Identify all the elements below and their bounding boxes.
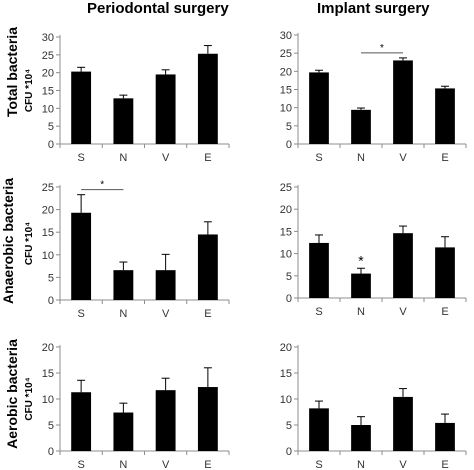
y-tick-label: 20	[280, 66, 292, 78]
bar-V	[155, 74, 176, 144]
bar-S	[71, 71, 92, 144]
x-tick-label: E	[441, 152, 448, 164]
bar-S	[71, 392, 92, 451]
y-tick-label: 20	[42, 68, 54, 80]
significance-marker: *	[358, 252, 364, 268]
y-tick-label: 5	[48, 272, 54, 284]
bar-N	[351, 273, 371, 298]
bar-E	[197, 234, 218, 300]
y-tick-label: 10	[280, 394, 292, 406]
significance-marker: *	[100, 180, 104, 191]
bar-V	[393, 60, 413, 144]
chart-panel-5: 0 5 10 15 20 CFU *10⁴ S N V E	[24, 342, 230, 470]
x-tick-label: N	[119, 152, 127, 164]
bar-E	[435, 88, 455, 144]
y-tick-label: 0	[286, 139, 292, 151]
x-tick-label: E	[441, 306, 448, 318]
bar-N	[113, 270, 134, 300]
bar-S	[71, 212, 92, 300]
x-tick-label: E	[204, 308, 211, 320]
x-tick-label: V	[162, 308, 170, 320]
y-tick-label: 10	[42, 394, 54, 406]
y-tick-label: 15	[42, 368, 54, 380]
column-title-periodontal: Periodontal surgery	[87, 0, 229, 17]
y-tick-label: 15	[42, 86, 54, 98]
x-tick-label: V	[162, 152, 170, 164]
y-tick-label: 5	[48, 420, 54, 432]
x-tick-label: E	[204, 152, 211, 164]
y-tick-label: 10	[42, 250, 54, 262]
y-tick-label: 30	[280, 30, 292, 42]
bar-S	[309, 72, 329, 144]
y-tick-label: 15	[280, 85, 292, 97]
x-tick-label: N	[357, 306, 365, 318]
y-tick-label: 5	[286, 271, 292, 283]
y-tick-label: 0	[48, 139, 54, 151]
bar-N	[113, 412, 134, 451]
y-tick-label: 25	[280, 48, 292, 60]
y-tick-label: 20	[280, 204, 292, 216]
x-tick-label: N	[357, 152, 365, 164]
y-axis-label: CFU *10⁴	[24, 222, 35, 265]
bar-S	[309, 408, 329, 451]
y-tick-label: 5	[48, 121, 54, 133]
y-tick-label: 10	[42, 103, 54, 115]
x-tick-label: V	[399, 306, 407, 318]
y-axis-label: CFU *10⁴	[24, 377, 35, 420]
y-tick-label: 0	[48, 295, 54, 307]
bar-E	[435, 422, 455, 451]
y-tick-label: 15	[280, 368, 292, 380]
y-tick-label: 20	[42, 205, 54, 217]
y-tick-label: 30	[42, 32, 54, 44]
y-tick-label: 10	[280, 249, 292, 261]
x-tick-label: S	[77, 459, 84, 470]
y-tick-label: 15	[280, 226, 292, 238]
x-tick-label: V	[162, 459, 170, 470]
bar-N	[113, 98, 134, 144]
y-tick-label: 15	[42, 227, 54, 239]
bar-E	[435, 247, 455, 298]
chart-panel-1: 0 5 10 15 20 25 30 CFU *10⁴ S N V E	[24, 32, 230, 164]
x-tick-label: N	[119, 459, 127, 470]
bar-V	[393, 396, 413, 451]
bar-S	[309, 242, 329, 298]
bar-N	[351, 425, 371, 451]
y-tick-label: 25	[280, 182, 292, 194]
y-tick-label: 0	[286, 446, 292, 458]
x-tick-label: E	[204, 459, 211, 470]
bar-V	[155, 270, 176, 300]
significance-marker: *	[380, 43, 384, 54]
x-tick-label: S	[77, 308, 84, 320]
y-tick-label: 20	[280, 342, 292, 354]
x-tick-label: V	[399, 152, 407, 164]
y-tick-label: 5	[286, 420, 292, 432]
chart-panel-2: 0 5 10 15 20 25 30 S N V E *	[280, 30, 467, 164]
x-tick-label: S	[315, 459, 322, 470]
x-tick-label: S	[315, 152, 322, 164]
y-tick-label: 5	[286, 121, 292, 133]
chart-panel-3: 0 5 10 15 20 25 CFU *10⁴ S N V E *	[24, 180, 230, 320]
bar-V	[393, 233, 413, 298]
y-tick-label: 0	[286, 293, 292, 305]
column-title-implant: Implant surgery	[317, 0, 430, 17]
x-tick-label: S	[77, 152, 84, 164]
y-tick-label: 25	[42, 182, 54, 194]
x-tick-label: V	[399, 459, 407, 470]
bar-N	[351, 109, 371, 144]
x-tick-label: N	[119, 308, 127, 320]
bar-E	[197, 387, 218, 451]
y-tick-label: 0	[48, 446, 54, 458]
x-tick-label: E	[441, 459, 448, 470]
bar-E	[197, 53, 218, 144]
y-axis-label: CFU *10⁴	[24, 69, 35, 112]
bar-V	[155, 390, 176, 451]
y-tick-label: 20	[42, 342, 54, 354]
chart-panel-6: 0 5 10 15 20 S N V E	[280, 342, 467, 470]
x-tick-label: N	[357, 459, 365, 470]
x-tick-label: S	[315, 306, 322, 318]
y-tick-label: 25	[42, 50, 54, 62]
chart-panel-4: 0 5 10 15 20 25 S N V E *	[280, 182, 467, 318]
y-tick-label: 10	[280, 103, 292, 115]
